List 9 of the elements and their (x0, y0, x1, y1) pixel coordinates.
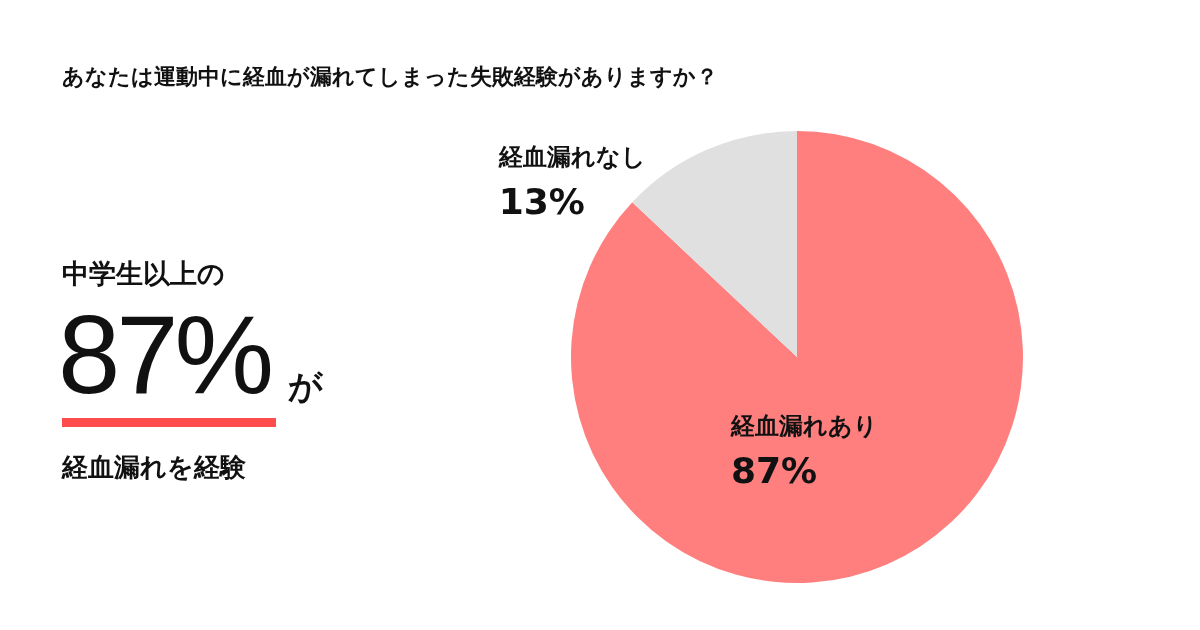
text: 中学生以上の (62, 257, 225, 291)
text: が (288, 365, 323, 408)
text: 87% (58, 292, 271, 417)
slice-label: 経血漏れなし (497, 143, 646, 172)
text: 経血漏れを経験 (62, 451, 246, 484)
chart-title: あなたは運動中に経血が漏れてしまった失敗経験がありますか？ (62, 63, 718, 91)
data-label: 13% (498, 181, 585, 223)
data-label: 87% (730, 450, 818, 492)
slice-label: 経血漏れあり (729, 411, 878, 440)
